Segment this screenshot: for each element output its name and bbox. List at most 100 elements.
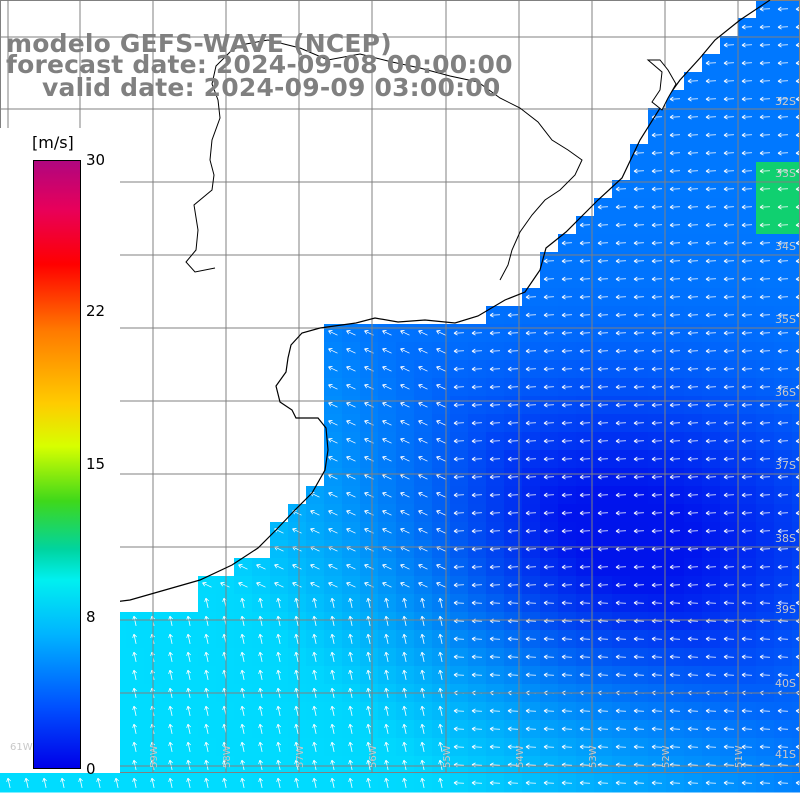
wind-arrow — [561, 708, 573, 714]
wind-arrow — [348, 651, 353, 662]
wind-arrow — [525, 366, 537, 372]
wind-arrow — [507, 348, 519, 354]
wind-arrow — [348, 777, 353, 788]
wind-arrow — [669, 384, 681, 390]
wind-arrow — [400, 456, 410, 462]
wind-arrow — [615, 204, 627, 210]
field-cell — [792, 180, 800, 199]
wind-arrow — [471, 582, 483, 588]
wind-arrow — [330, 669, 335, 680]
wind-arrow — [132, 705, 137, 716]
wind-arrow — [669, 96, 681, 102]
wind-arrow — [777, 510, 789, 516]
wind-arrow — [759, 78, 771, 84]
wind-arrow — [436, 330, 446, 336]
wind-arrow — [795, 204, 800, 210]
wind-arrow — [651, 474, 663, 480]
wind-arrow — [597, 366, 609, 372]
wind-arrow — [759, 384, 771, 390]
wind-arrow — [489, 780, 501, 786]
wind-arrow — [346, 528, 356, 534]
wind-arrow — [204, 651, 209, 662]
wind-arrow — [561, 636, 573, 642]
coastline-path — [0, 0, 771, 613]
wind-arrow — [489, 744, 501, 750]
field-cell — [792, 648, 800, 667]
wind-arrow — [651, 222, 663, 228]
wind-arrow — [777, 492, 789, 498]
wind-arrow — [330, 777, 335, 788]
wind-arrow — [669, 204, 681, 210]
wind-arrow — [328, 492, 338, 498]
wind-arrow — [292, 528, 302, 534]
wind-arrow — [525, 312, 537, 318]
wind-arrow — [777, 654, 789, 660]
field-cell — [792, 0, 800, 19]
wind-arrow — [651, 402, 663, 408]
wind-arrow — [561, 348, 573, 354]
wind-arrow — [402, 723, 407, 734]
wind-arrow — [543, 744, 555, 750]
wind-arrow — [651, 672, 663, 678]
wind-arrow — [132, 633, 137, 644]
wind-arrow — [615, 780, 627, 786]
wind-arrow — [777, 114, 789, 120]
colorbar-unit-label: [m/s] — [32, 133, 74, 152]
field-cell — [792, 126, 800, 145]
wind-arrow — [330, 651, 335, 662]
wind-arrow — [615, 654, 627, 660]
wind-arrow — [705, 114, 717, 120]
wind-arrow — [795, 186, 800, 192]
wind-arrow — [436, 402, 446, 408]
wind-arrow — [471, 600, 483, 606]
wind-arrow — [795, 420, 800, 426]
wind-arrow — [615, 312, 627, 318]
wind-arrow — [543, 708, 555, 714]
lat-label-34s: 34S — [775, 240, 796, 253]
wind-arrow — [651, 186, 663, 192]
wind-arrow — [723, 582, 735, 588]
wind-arrow — [723, 780, 735, 786]
wind-arrow — [438, 669, 443, 680]
wind-arrow — [759, 474, 771, 480]
wind-arrow — [597, 654, 609, 660]
wind-arrow — [741, 168, 753, 174]
wind-arrow — [186, 741, 191, 752]
wind-arrow — [384, 651, 389, 662]
wind-arrow — [795, 366, 800, 372]
wind-arrow — [723, 654, 735, 660]
wind-arrow — [132, 777, 137, 788]
wind-arrow — [384, 723, 389, 734]
wind-arrow — [669, 582, 681, 588]
wind-arrow — [741, 330, 753, 336]
wind-arrow — [741, 420, 753, 426]
wind-arrow — [420, 741, 425, 752]
wind-arrow — [168, 705, 173, 716]
wind-arrow — [579, 708, 591, 714]
wind-arrow — [186, 615, 191, 626]
wind-arrow — [240, 741, 245, 752]
wind-arrow — [453, 492, 465, 498]
wind-arrow — [597, 672, 609, 678]
wind-arrow — [687, 240, 699, 246]
wind-arrow — [651, 726, 663, 732]
wind-arrow — [669, 474, 681, 480]
wind-arrow — [507, 366, 519, 372]
wind-arrow — [705, 276, 717, 282]
wind-arrow — [436, 348, 446, 354]
wind-arrow — [418, 528, 428, 534]
wind-arrow — [507, 528, 519, 534]
wind-arrow — [741, 42, 753, 48]
wind-arrow — [453, 708, 465, 714]
wind-arrow — [651, 528, 663, 534]
wind-arrow — [597, 456, 609, 462]
wind-arrow — [489, 726, 501, 732]
wind-arrow — [651, 330, 663, 336]
wind-arrow — [615, 240, 627, 246]
field-cell — [792, 630, 800, 649]
wind-arrow — [328, 564, 338, 570]
wind-arrow — [651, 708, 663, 714]
wind-arrow — [741, 744, 753, 750]
wind-arrow — [759, 582, 771, 588]
wind-arrow — [382, 510, 392, 516]
